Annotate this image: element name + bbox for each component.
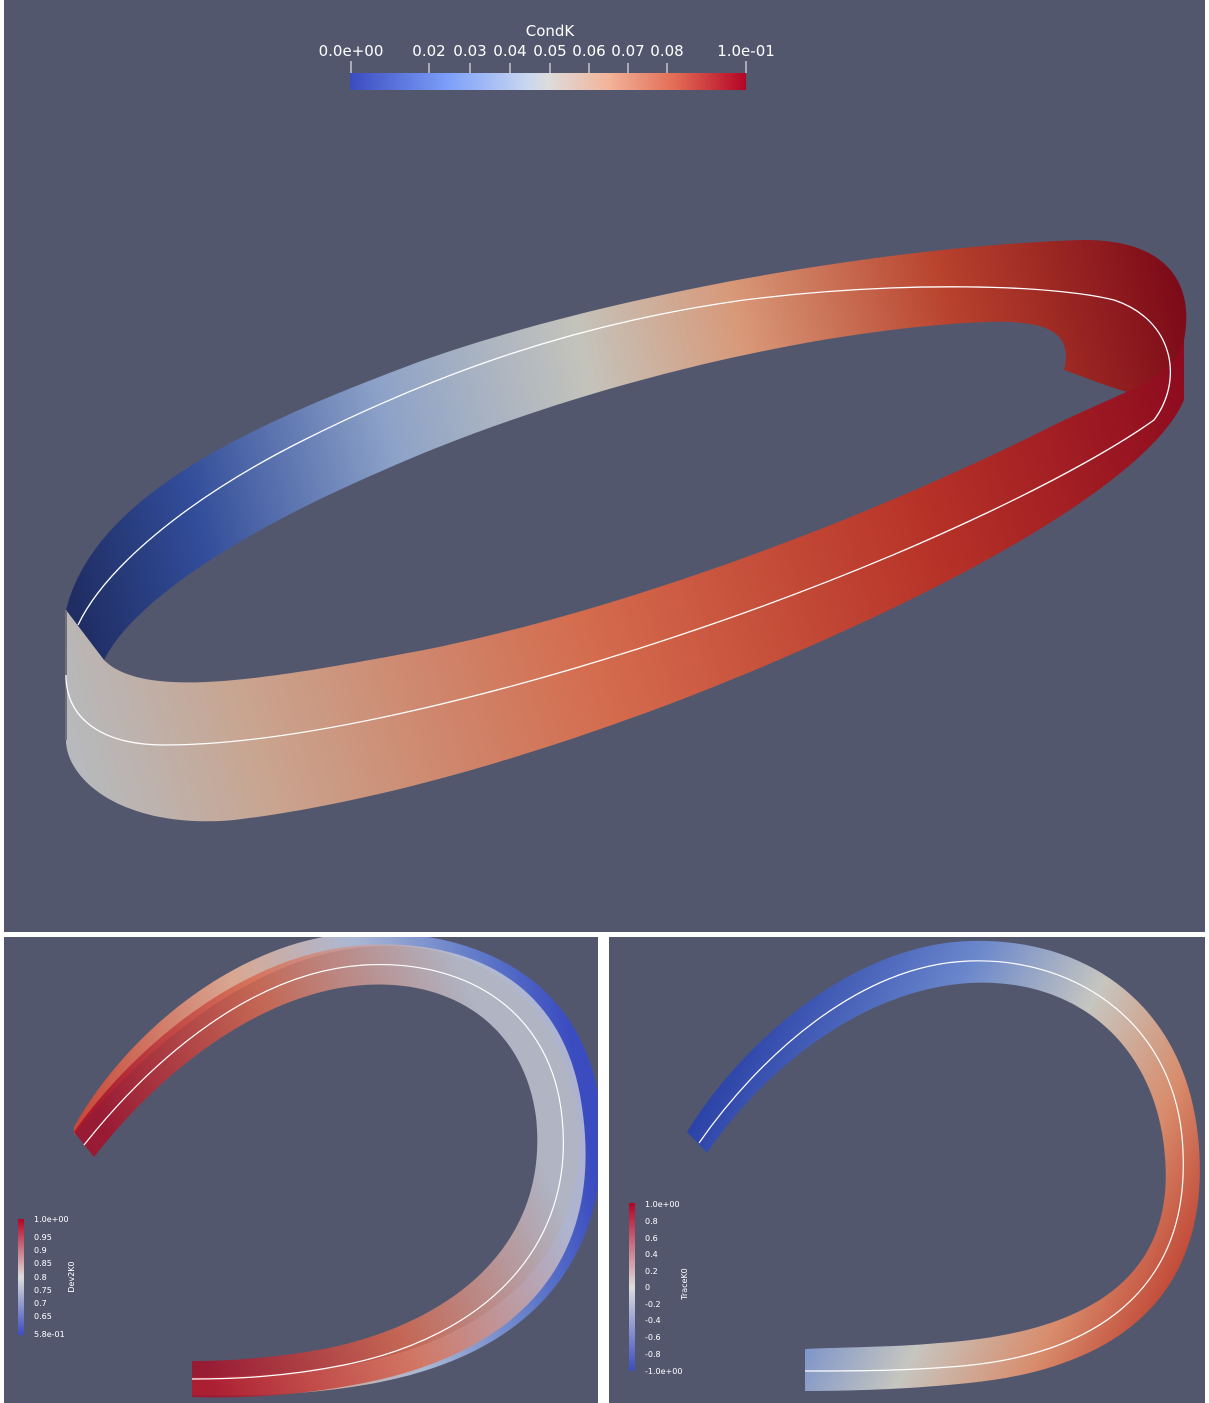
- colorbar-tick-labels: 0.8 0.6 0.4 0.2 0 -0.2 -0.4 -0.6 -0.8: [645, 1217, 661, 1359]
- colorbar-tick-label: -0.6: [645, 1333, 661, 1342]
- colorbar-gradient: [629, 1203, 635, 1371]
- colorbar-tick-label: 0.7: [34, 1299, 47, 1308]
- colorbar-max-label: 1.0e-01: [717, 42, 775, 60]
- colorbar-min-label: 5.8e-01: [34, 1330, 65, 1339]
- colorbar-tick-label: 0.75: [34, 1286, 52, 1295]
- colorbar-tracek0: 1.0e+00 0.8 0.6 0.4 0.2 0 -0.2 -0.4 -0.6…: [629, 1200, 689, 1376]
- centerline-curve: [65, 286, 1172, 746]
- ribbon-back-wall: [66, 240, 1187, 660]
- colorbar-title: Dev2K0: [67, 1261, 76, 1292]
- render-view-bottom-right[interactable]: 1.0e+00 0.8 0.6 0.4 0.2 0 -0.2 -0.4 -0.6…: [609, 937, 1205, 1403]
- colorbar-tick-label: 0.05: [533, 42, 566, 60]
- colorbar-tick-label: 0.02: [412, 42, 445, 60]
- colorbar-tick-label: 0.08: [650, 42, 683, 60]
- colorbar-tick-label: 0.4: [645, 1250, 658, 1259]
- ribbon-3d-scene: CondK 0.0e+00 0.02 0.03 0.04 0.05 0.06 0…: [65, 22, 1187, 822]
- colorbar-dev2k0: 1.0e+00 0.95 0.9 0.85 0.8 0.75 0.7 0.65 …: [18, 1215, 76, 1339]
- colorbar-tick-labels: 0.95 0.9 0.85 0.8 0.75 0.7 0.65: [34, 1233, 52, 1321]
- colorbar-title: CondK: [526, 22, 576, 40]
- colorbar-min-label: 0.0e+00: [319, 42, 384, 60]
- colorbar-tick-label: 0.2: [645, 1267, 658, 1276]
- colorbar-max-label: 1.0e+00: [34, 1215, 69, 1224]
- colorbar-tick-label: 0.85: [34, 1259, 52, 1268]
- colorbar-tick-label: 0.07: [611, 42, 644, 60]
- colorbar-tick-label: -0.2: [645, 1300, 661, 1309]
- ribbon-front-wall: [66, 340, 1184, 822]
- colorbar-tick-label: 0.8: [34, 1273, 47, 1282]
- colorbar-min-label: -1.0e+00: [645, 1367, 682, 1376]
- colorbar-tick-label: -0.4: [645, 1316, 661, 1325]
- ribbon-band: [687, 940, 1200, 1391]
- colorbar-gradient: [18, 1219, 24, 1335]
- colorbar-tick-label: 0.6: [645, 1234, 658, 1243]
- colorbar-tick-label: 0.8: [645, 1217, 658, 1226]
- colorbar-tick-label: 0.03: [453, 42, 486, 60]
- colorbar-tick-label: 0.04: [493, 42, 526, 60]
- render-view-bottom-left[interactable]: 1.0e+00 0.95 0.9 0.85 0.8 0.75 0.7 0.65 …: [4, 937, 598, 1403]
- colorbar-tick-label: 0.9: [34, 1246, 47, 1255]
- colorbar-tick-label: 0.65: [34, 1312, 52, 1321]
- colorbar-max-label: 1.0e+00: [645, 1200, 680, 1209]
- render-view-top[interactable]: CondK 0.0e+00 0.02 0.03 0.04 0.05 0.06 0…: [4, 0, 1205, 932]
- colorbar-tick-label: 0.06: [572, 42, 605, 60]
- centerline-curve: [698, 960, 1184, 1372]
- colorbar-condk: CondK 0.0e+00 0.02 0.03 0.04 0.05 0.06 0…: [319, 22, 775, 90]
- colorbar-tick-labels: 0.02 0.03 0.04 0.05 0.06 0.07 0.08: [412, 42, 683, 60]
- colorbar-tick-label: 0.95: [34, 1233, 52, 1242]
- ribbon-2d-scene-tracek0: 1.0e+00 0.8 0.6 0.4 0.2 0 -0.2 -0.4 -0.6…: [629, 940, 1200, 1391]
- ribbon-2d-scene-dev2k0: 1.0e+00 0.95 0.9 0.85 0.8 0.75 0.7 0.65 …: [18, 937, 598, 1398]
- centerline-curve: [83, 963, 564, 1380]
- colorbar-tick-label: -0.8: [645, 1350, 661, 1359]
- colorbar-gradient: [350, 73, 746, 90]
- colorbar-tick-label: 0: [645, 1283, 650, 1292]
- colorbar-title: TraceK0: [680, 1268, 689, 1301]
